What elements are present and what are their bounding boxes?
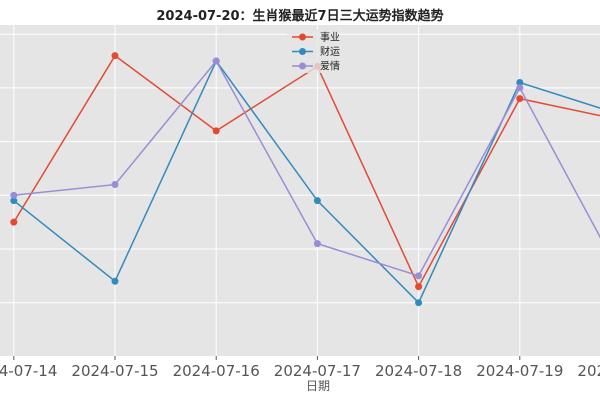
x-tick-label: 2024-07-20 (577, 362, 600, 380)
data-point (10, 191, 18, 199)
legend-label: 爱情 (320, 60, 340, 73)
data-point (313, 240, 321, 248)
plot-background (0, 25, 600, 356)
legend-marker (299, 33, 306, 41)
data-point (111, 181, 119, 189)
data-point (10, 218, 18, 226)
legend-label: 财运 (320, 45, 340, 58)
x-tick-label: 2024-07-14 (0, 362, 57, 380)
x-tick-label: 2024-07-15 (71, 362, 158, 380)
data-point (516, 79, 524, 87)
legend-marker (299, 62, 306, 70)
data-point (111, 277, 119, 285)
data-point (415, 299, 423, 307)
data-point (111, 52, 119, 60)
data-point (212, 127, 220, 135)
data-point (516, 84, 524, 92)
data-point (212, 57, 220, 65)
data-point (415, 272, 423, 280)
x-tick-label: 2024-07-18 (375, 362, 462, 380)
legend-label: 事业 (320, 31, 340, 44)
x-tick-label: 2024-07-17 (274, 362, 361, 380)
x-axis-label: 日期 (306, 379, 330, 393)
data-point (313, 197, 321, 205)
x-tick-label: 2024-07-16 (173, 362, 260, 380)
x-tick-label: 2024-07-19 (476, 362, 563, 380)
data-point (10, 197, 18, 205)
legend-marker (299, 48, 306, 55)
data-point (415, 283, 423, 291)
data-point (516, 95, 524, 103)
chart-title: 2024-07-20：生肖猴最近7日三大运势指数趋势 (156, 9, 444, 24)
